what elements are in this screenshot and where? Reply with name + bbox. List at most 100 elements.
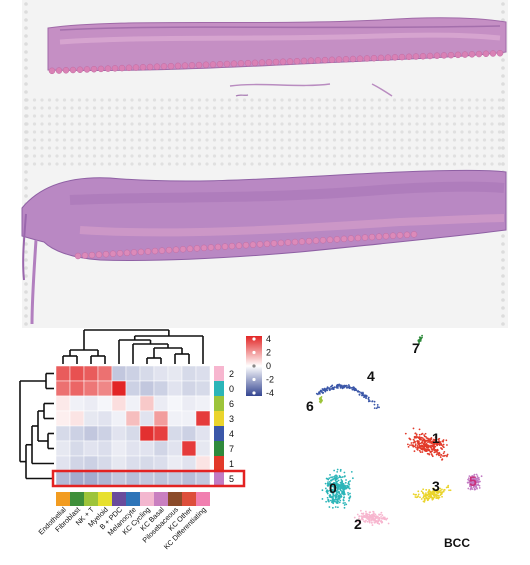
histology-slide [21,0,508,328]
umap-point [367,397,370,400]
heatmap-cell [153,455,169,472]
umap-point [432,441,435,444]
heatmap-cell [125,380,141,397]
umap-point [430,496,433,499]
umap-point [324,482,327,485]
umap-point [423,495,425,498]
umap-point [369,400,371,402]
umap-point [380,511,383,514]
umap-point [412,441,415,444]
heatmap-cell [195,395,211,412]
umap-point [431,491,433,494]
row-color-swatch [214,366,224,381]
umap-point [332,498,335,501]
heatmap-cell [125,455,141,472]
umap-point [477,477,479,480]
umap-point [446,444,448,446]
scale-tick-label: 0 [266,361,271,371]
umap-point [443,488,446,491]
umap-point [360,391,362,394]
umap-point [349,492,351,495]
umap-point [333,488,336,490]
tissue-spot [454,51,462,59]
umap-point [368,517,371,520]
tissue-spot [489,50,497,57]
umap-point [319,399,322,402]
umap-point [432,497,435,500]
umap-point [422,446,425,449]
heatmap-cell [69,455,85,472]
umap-point [369,514,372,517]
umap-point [327,481,329,484]
heatmap-cells [55,365,211,487]
umap-point [333,469,336,472]
umap-point [336,486,339,489]
umap-point [441,448,444,450]
umap-point [417,493,420,496]
umap-cluster-labels: 7 4 6 1 0 3 5 2 [306,340,477,532]
umap-point [381,521,384,524]
umap-point [375,519,378,522]
tissue-spot [139,64,147,71]
tissue-spot [144,248,152,255]
umap-point [370,516,373,519]
umap-point [368,513,370,516]
umap-cluster-label: 5 [469,473,477,489]
heatmap-cell [153,380,169,397]
heatmap-cell [181,410,197,427]
column-color-swatch [98,492,112,506]
umap-point [336,493,339,496]
umap-point [422,488,425,491]
umap-point [334,506,337,508]
umap-point [442,446,445,449]
umap-point [341,387,344,390]
heatmap-cell [167,380,183,397]
umap-point [343,384,346,387]
umap-point [427,441,429,444]
umap-point [347,491,349,494]
tissue-spot [186,245,194,253]
umap-point [368,519,371,522]
umap-point [433,449,436,452]
heatmap-cell [195,380,211,397]
tissue-spot [482,50,490,58]
tissue-spot [398,53,406,61]
heatmap-cell [83,470,99,487]
heatmap-cell [181,365,197,382]
umap-point [421,432,424,435]
umap-point [370,519,373,522]
umap-point [433,496,436,499]
umap-point [346,386,349,389]
umap-point [333,386,336,389]
umap-point [368,511,371,514]
umap-point [375,516,378,519]
sample-label: BCC [444,536,470,550]
umap-point [406,443,409,446]
umap-point [335,484,337,487]
umap-point [471,481,474,484]
umap-point [431,455,434,458]
column-color-swatch [182,492,196,506]
umap-point [437,453,440,455]
umap-point [347,481,350,483]
umap-point [366,518,369,520]
umap-point [418,446,421,449]
tissue-spot [447,51,455,59]
umap-point [471,479,474,482]
umap-point [328,506,331,508]
umap-point [345,479,347,481]
tissue-spot [223,60,231,68]
umap-point [320,396,323,398]
umap-point [436,491,439,494]
umap-point [334,494,337,497]
heatmap-cell [153,425,169,442]
umap-point [470,482,472,485]
umap-point [373,403,376,406]
heatmap-cell [181,380,197,397]
tissue-spot [181,62,189,69]
color-scale-legend: 4 2 0 -2 -4 [246,334,274,398]
umap-point [362,516,365,518]
umap-point [342,496,345,499]
heatmap-cell [55,395,71,412]
tissue-spot [90,65,98,73]
